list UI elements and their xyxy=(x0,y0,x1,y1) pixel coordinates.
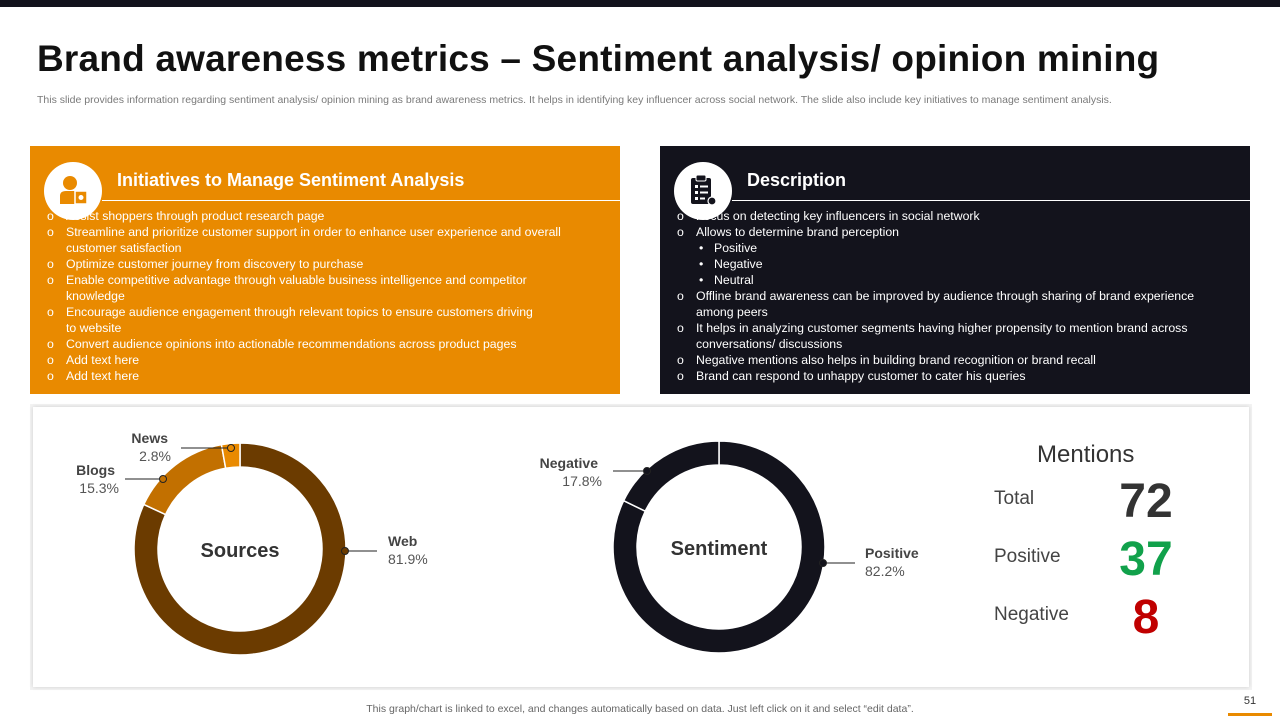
slide-subtitle: This slide provides information regardin… xyxy=(37,94,1112,106)
description-list: Focus on detecting key influencers in so… xyxy=(676,208,1234,384)
list-item: It helps in analyzing customer segments … xyxy=(676,320,1234,352)
page-number-accent xyxy=(1228,713,1272,716)
slide-title: Brand awareness metrics – Sentiment anal… xyxy=(37,38,1160,79)
list-item: Allows to determine brand perception Pos… xyxy=(676,224,1234,288)
data-label-name: Blogs xyxy=(76,462,115,478)
mentions-positive-value: 37 xyxy=(1119,533,1173,586)
data-label-name: Web xyxy=(388,533,417,549)
donut-center-title: Sources xyxy=(201,540,280,562)
user-gear-icon xyxy=(60,176,88,205)
list-item: Negative mentions also helps in building… xyxy=(676,352,1234,368)
data-label-name: Negative xyxy=(540,455,599,471)
mentions-negative-label: Negative xyxy=(994,604,1069,625)
list-item: Optimize customer journey from discovery… xyxy=(46,256,604,272)
initiatives-divider xyxy=(102,200,620,201)
clipboard-icon xyxy=(691,174,717,206)
top-accent-bar xyxy=(0,0,1280,7)
list-item: Brand can respond to unhappy customer to… xyxy=(676,368,1234,384)
donut-center-title: Sentiment xyxy=(671,538,768,560)
mentions-total-value: 72 xyxy=(1119,475,1173,528)
page-number: 51 xyxy=(1243,695,1257,707)
list-item: Add text here xyxy=(46,368,604,384)
footer-note: This graph/chart is linked to excel, and… xyxy=(366,703,914,715)
perception-sub-list: Positive Negative Neutral xyxy=(696,240,1234,288)
initiatives-panel: Initiatives to Manage Sentiment Analysis… xyxy=(30,146,620,394)
data-label-value: 17.8% xyxy=(562,473,602,489)
mentions-positive-label: Positive xyxy=(994,546,1061,567)
list-item: Streamline and prioritize customer suppo… xyxy=(46,224,604,256)
list-item: Assist shoppers through product research… xyxy=(46,208,604,224)
donut-slice-positive xyxy=(612,440,826,654)
donut-slice-news xyxy=(220,442,241,470)
sub-list-item: Positive xyxy=(696,240,1234,256)
leader-marker xyxy=(819,559,827,567)
leader-marker xyxy=(159,475,167,483)
list-item: Add text here xyxy=(46,352,604,368)
list-item-text: Allows to determine brand perception xyxy=(696,225,900,239)
data-label-value: 82.2% xyxy=(865,563,905,579)
data-label-name: News xyxy=(131,430,168,446)
description-title: Description xyxy=(747,170,847,190)
list-item: Encourage audience engagement through re… xyxy=(46,304,536,336)
leader-marker xyxy=(643,467,651,475)
list-item: Enable competitive advantage through val… xyxy=(46,272,536,304)
initiatives-list: Assist shoppers through product research… xyxy=(46,208,604,384)
data-label-value: 15.3% xyxy=(79,480,119,496)
leader-marker xyxy=(341,547,349,555)
data-label-value: 81.9% xyxy=(388,551,428,567)
list-item: Focus on detecting key influencers in so… xyxy=(676,208,1234,224)
description-panel: Description Focus on detecting key influ… xyxy=(660,146,1250,394)
sub-list-item: Negative xyxy=(696,256,1234,272)
mentions-total-label: Total xyxy=(994,488,1035,509)
leader-marker xyxy=(227,444,235,452)
sub-list-item: Neutral xyxy=(696,272,1234,288)
list-item: Convert audience opinions into actionabl… xyxy=(46,336,604,352)
list-item: Offline brand awareness can be improved … xyxy=(676,288,1234,320)
donut-slice-negative xyxy=(622,440,720,513)
data-label-value: 2.8% xyxy=(139,448,171,464)
description-divider xyxy=(732,200,1250,201)
data-label-name: Positive xyxy=(865,545,919,561)
initiatives-title: Initiatives to Manage Sentiment Analysis xyxy=(117,170,465,190)
mentions-title: Mentions xyxy=(1037,441,1135,468)
mentions-negative-value: 8 xyxy=(1132,591,1160,644)
